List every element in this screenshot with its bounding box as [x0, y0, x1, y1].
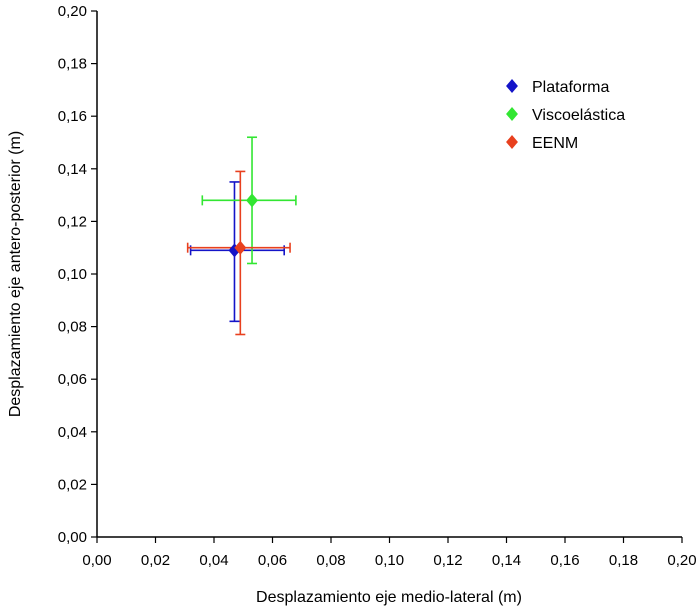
x-axis-ticks: 0,00 0,02 0,04 0,06 0,08 0,10 0,12 0,14 0,16 0,18…	[82, 537, 697, 569]
x-tick-label: 0,00	[82, 552, 111, 569]
data-points	[228, 193, 258, 258]
x-tick-label: 0,18	[609, 552, 638, 569]
y-tick-label: 0,18	[58, 56, 87, 73]
y-tick-label: 0,00	[58, 529, 87, 546]
y-tick-label: 0,10	[58, 266, 87, 283]
legend-marker	[506, 107, 518, 121]
data-point-diamond	[246, 193, 258, 208]
y-tick-label: 0,08	[58, 319, 87, 336]
y-axis-ticks: 0,00 0,02 0,04 0,06 0,08 0,10 0,12 0,14 0,16 0,18…	[58, 3, 97, 546]
x-tick-label: 0,20	[667, 552, 696, 569]
x-tick-label: 0,14	[492, 552, 521, 569]
x-tick-label: 0,04	[199, 552, 228, 569]
legend-label: Viscoelástica	[532, 107, 625, 124]
x-tick-label: 0,06	[258, 552, 287, 569]
x-tick-label: 0,10	[375, 552, 404, 569]
error-bars	[186, 136, 297, 336]
legend-marker	[506, 79, 518, 93]
legend-label: Plataforma	[532, 79, 609, 96]
legend-marker	[506, 135, 518, 149]
y-tick-label: 0,14	[58, 161, 87, 178]
y-tick-label: 0,04	[58, 424, 87, 441]
data-point-diamond	[234, 240, 247, 255]
y-tick-label: 0,02	[58, 476, 87, 493]
y-axis-title: Desplazamiento eje antero-posterior (m)	[7, 131, 24, 417]
x-tick-label: 0,12	[433, 552, 462, 569]
legend-label: EENM	[532, 135, 578, 152]
x-axis-title: Desplazamiento eje medio-lateral (m)	[256, 589, 522, 606]
x-tick-label: 0,02	[141, 552, 170, 569]
y-tick-label: 0,16	[58, 108, 87, 125]
y-tick-label: 0,06	[58, 371, 87, 388]
legend: Plataforma Viscoelástica EENM	[506, 79, 625, 152]
y-tick-label: 0,20	[58, 3, 87, 20]
y-tick-label: 0,12	[58, 213, 87, 230]
x-tick-label: 0,16	[550, 552, 579, 569]
x-tick-label: 0,08	[316, 552, 345, 569]
